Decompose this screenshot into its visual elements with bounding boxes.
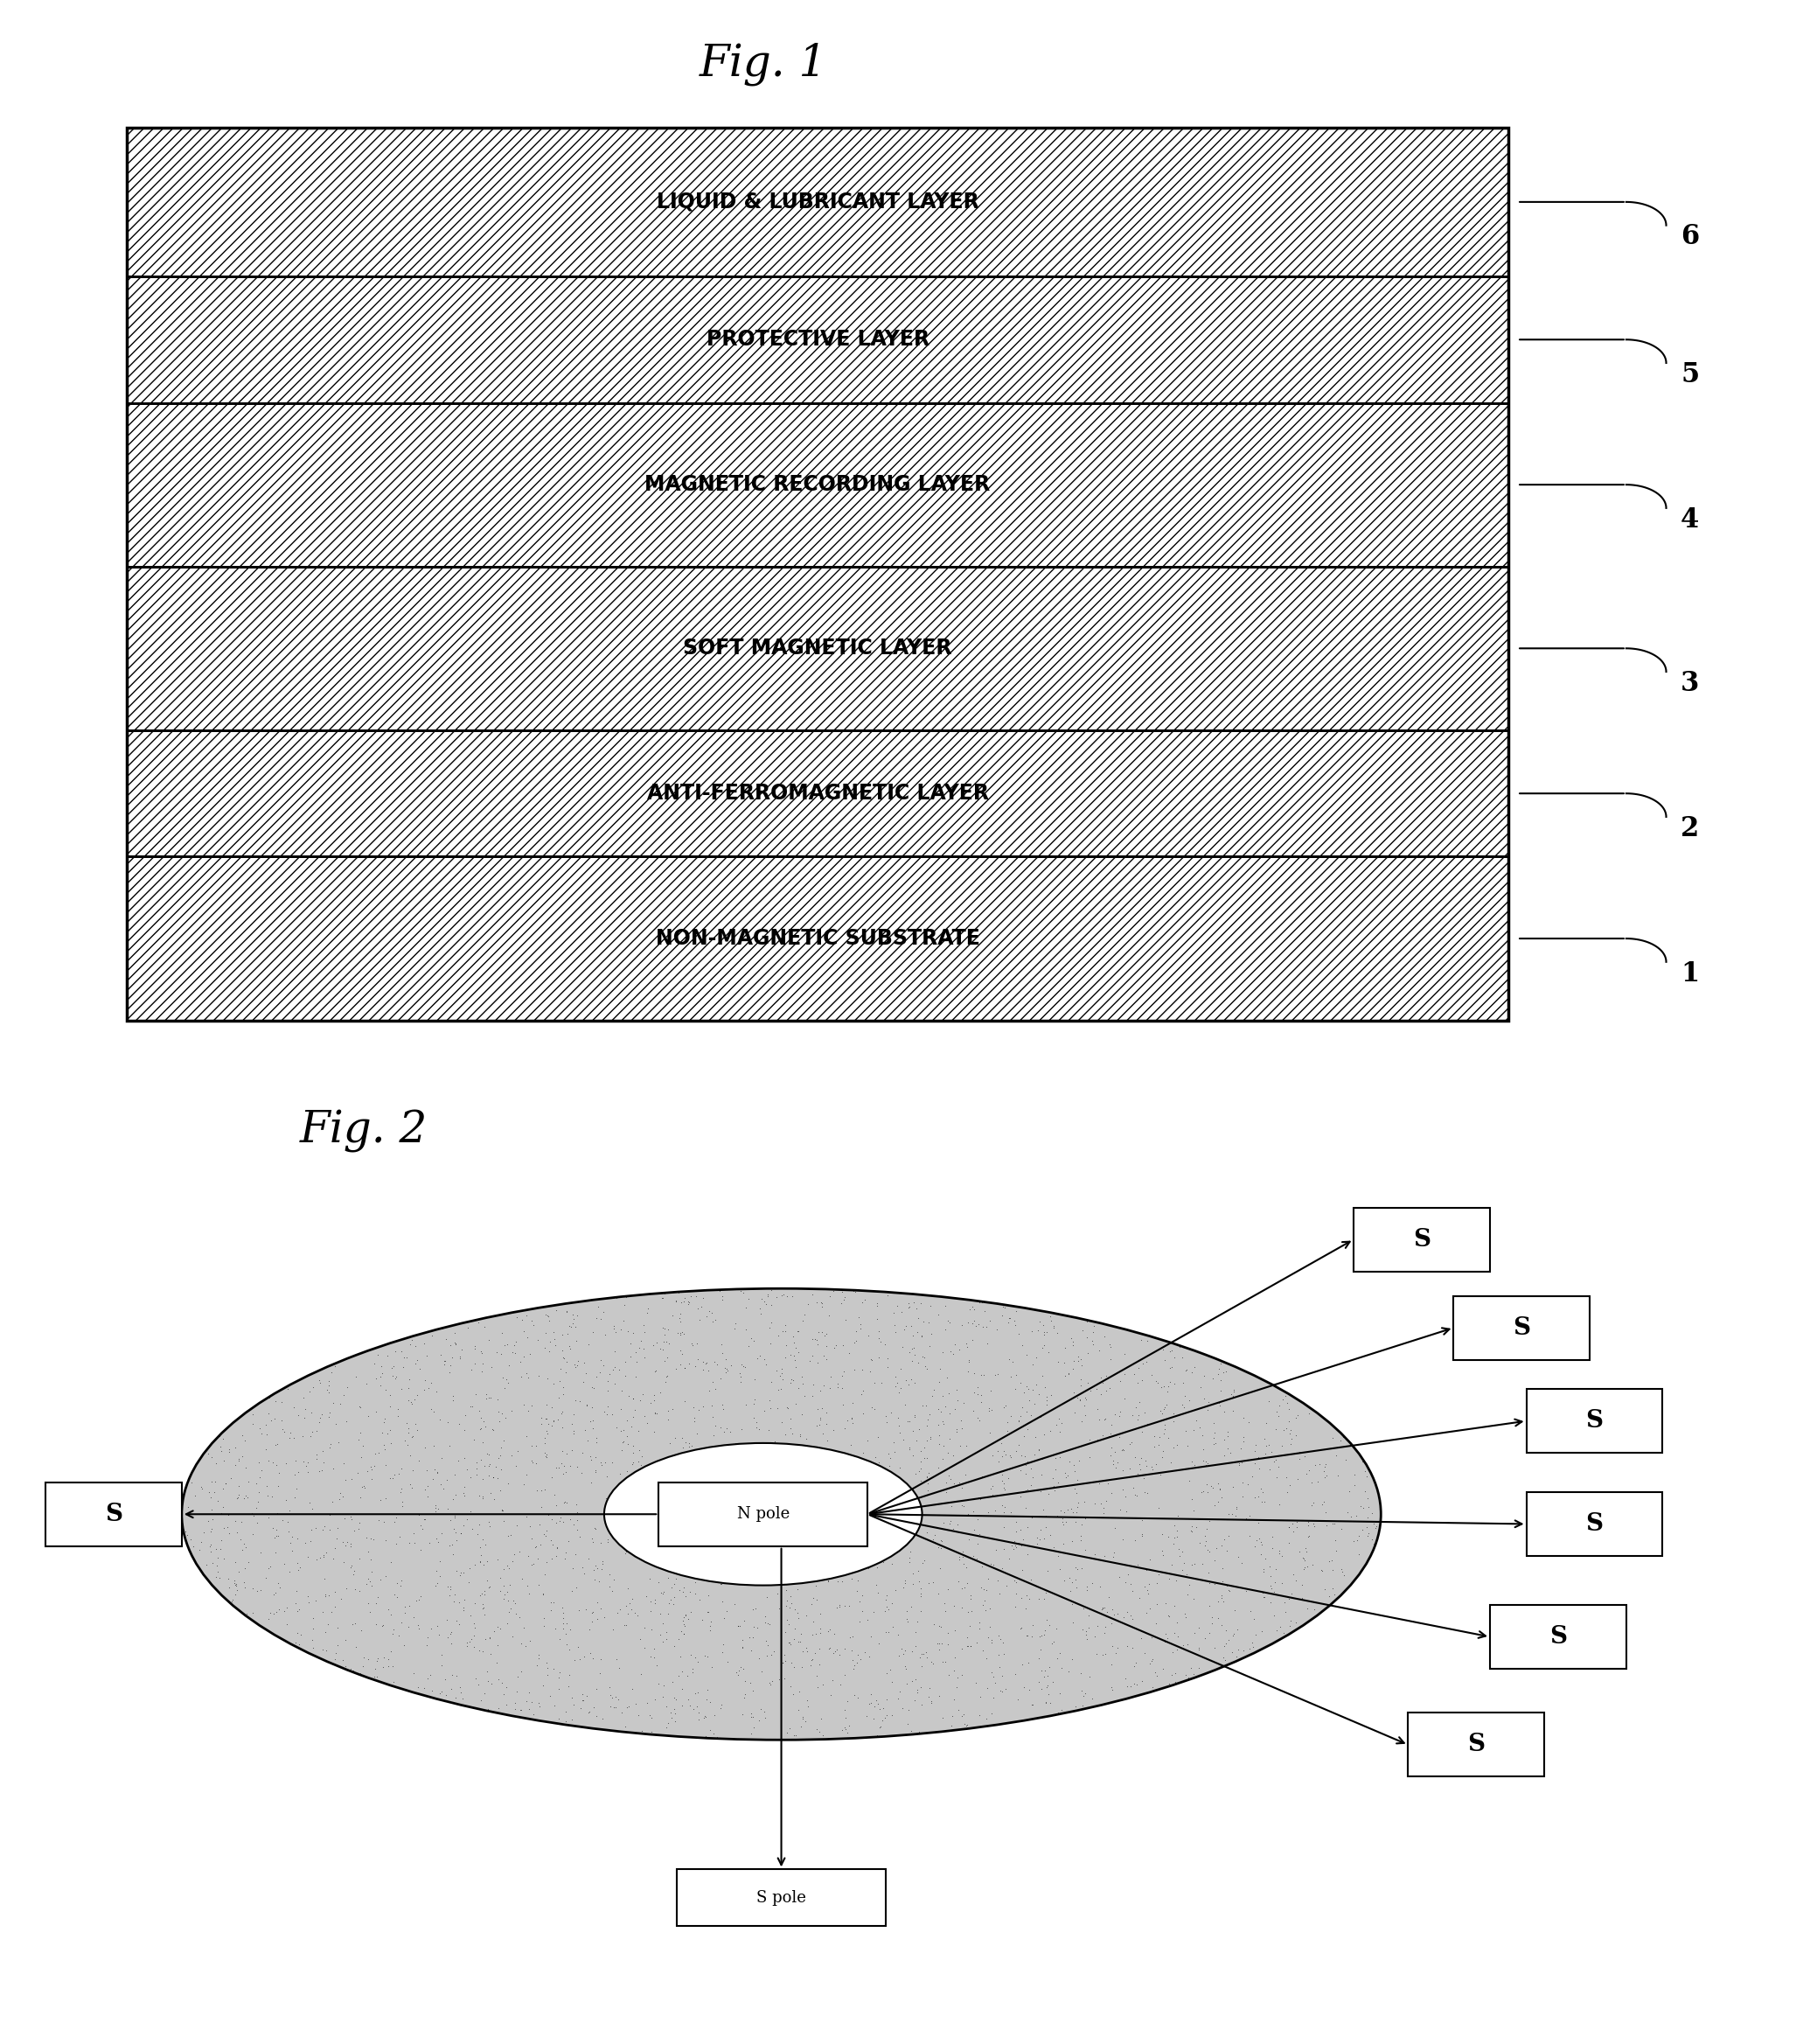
- Text: 5: 5: [1681, 362, 1699, 388]
- Text: LIQUID & LUBRICANT LAYER: LIQUID & LUBRICANT LAYER: [656, 192, 979, 213]
- Bar: [45, 1482, 182, 1545]
- Bar: [127, 566, 1508, 730]
- Text: Fig. 2: Fig. 2: [300, 1110, 427, 1153]
- Text: 6: 6: [1681, 223, 1699, 251]
- Text: 4: 4: [1681, 507, 1699, 533]
- Bar: [658, 1482, 869, 1545]
- Text: S: S: [105, 1502, 122, 1527]
- Text: PROTECTIVE LAYER: PROTECTIVE LAYER: [707, 329, 928, 350]
- Text: NON-MAGNETIC SUBSTRATE: NON-MAGNETIC SUBSTRATE: [656, 928, 979, 948]
- Bar: [127, 276, 1508, 403]
- Text: 2: 2: [1681, 816, 1699, 842]
- Text: S: S: [1414, 1228, 1430, 1251]
- Text: ANTI-FERROMAGNETIC LAYER: ANTI-FERROMAGNETIC LAYER: [647, 783, 988, 803]
- Ellipse shape: [182, 1288, 1381, 1739]
- Text: S: S: [1586, 1513, 1603, 1535]
- Bar: [127, 403, 1508, 566]
- Text: N pole: N pole: [738, 1506, 789, 1523]
- Text: S pole: S pole: [756, 1891, 807, 1905]
- Bar: [1526, 1492, 1663, 1555]
- Text: S: S: [1468, 1733, 1484, 1756]
- Bar: [127, 730, 1508, 856]
- Text: Fig. 1: Fig. 1: [700, 43, 827, 86]
- Text: S: S: [1586, 1408, 1603, 1433]
- Text: SOFT MAGNETIC LAYER: SOFT MAGNETIC LAYER: [683, 638, 952, 658]
- Bar: [1454, 1296, 1590, 1359]
- Bar: [1526, 1390, 1663, 1453]
- Text: 3: 3: [1681, 670, 1699, 697]
- Text: 1: 1: [1681, 961, 1699, 987]
- Bar: [676, 1870, 885, 1925]
- Bar: [1354, 1208, 1490, 1271]
- Text: S: S: [1514, 1316, 1530, 1339]
- Bar: [127, 127, 1508, 276]
- Bar: [1490, 1605, 1626, 1668]
- Ellipse shape: [603, 1443, 923, 1586]
- Bar: [127, 856, 1508, 1020]
- Text: MAGNETIC RECORDING LAYER: MAGNETIC RECORDING LAYER: [645, 474, 990, 495]
- Text: S: S: [1550, 1625, 1566, 1650]
- Bar: [1408, 1713, 1544, 1776]
- Bar: [127, 127, 1508, 1020]
